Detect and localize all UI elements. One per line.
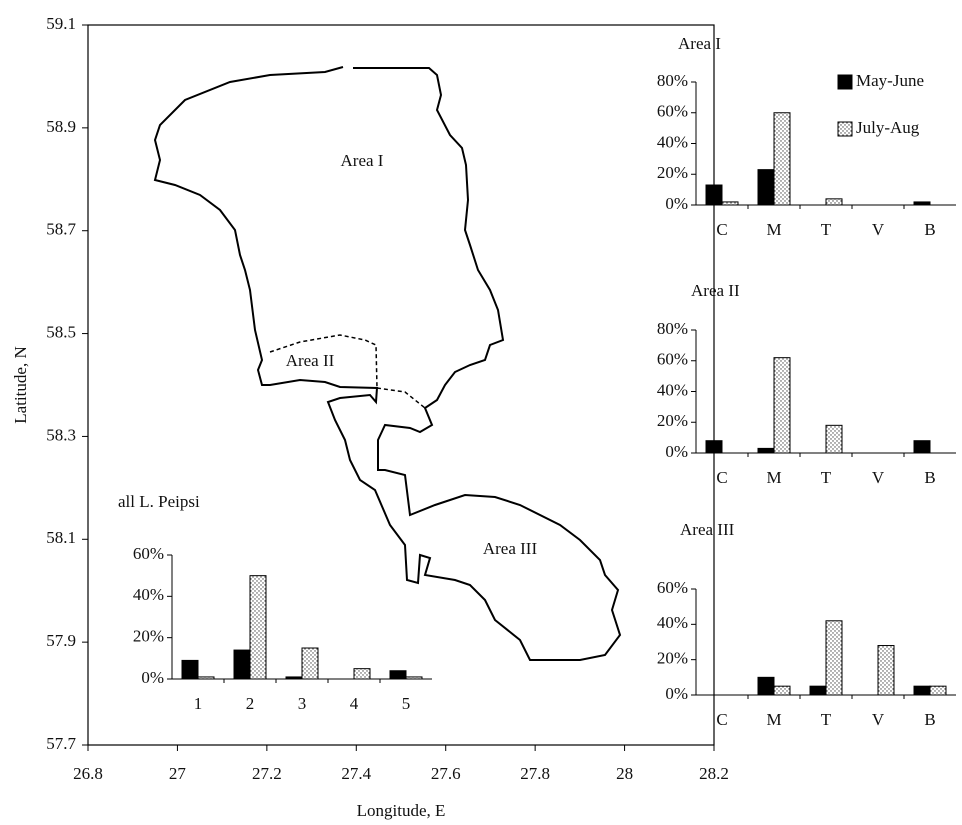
bar bbox=[301, 647, 319, 680]
x-tick-label: 27 bbox=[169, 764, 187, 783]
y-tick-label: 40% bbox=[657, 132, 688, 151]
y-tick-label: 0% bbox=[665, 442, 688, 461]
bar bbox=[285, 676, 303, 680]
map-frame bbox=[87, 24, 715, 746]
bar bbox=[825, 424, 843, 454]
bar bbox=[913, 201, 931, 206]
y-tick-label: 40% bbox=[657, 380, 688, 399]
bar bbox=[757, 676, 775, 696]
x-tick-label: T bbox=[821, 220, 832, 239]
bar bbox=[773, 112, 791, 206]
y-tick-label: 20% bbox=[133, 627, 164, 646]
bar bbox=[809, 685, 827, 696]
x-tick-label: B bbox=[924, 710, 935, 729]
x-tick-label: M bbox=[766, 710, 781, 729]
x-tick-label: T bbox=[821, 710, 832, 729]
y-tick-label: 60% bbox=[133, 544, 164, 563]
y-tick-label: 58.3 bbox=[46, 425, 76, 444]
bar bbox=[773, 357, 791, 454]
y-tick-label: 20% bbox=[657, 649, 688, 668]
bar bbox=[353, 668, 371, 680]
x-tick-label: 27.6 bbox=[431, 764, 461, 783]
bar bbox=[877, 645, 895, 696]
bar bbox=[389, 670, 407, 680]
y-tick-label: 58.9 bbox=[46, 117, 76, 136]
x-tick-label: V bbox=[872, 710, 885, 729]
chart-title: Area I bbox=[678, 34, 721, 53]
chart-title: all L. Peipsi bbox=[118, 492, 200, 511]
x-tick-label: V bbox=[872, 220, 885, 239]
x-tick-label: 27.4 bbox=[341, 764, 371, 783]
x-tick-label: 28.2 bbox=[699, 764, 729, 783]
lake-outline bbox=[153, 66, 622, 661]
bar bbox=[757, 447, 775, 454]
y-tick-label: 58.7 bbox=[46, 220, 76, 239]
x-tick-label: B bbox=[924, 220, 935, 239]
x-tick-label: C bbox=[716, 468, 727, 487]
x-tick-label: C bbox=[716, 710, 727, 729]
x-tick-label: 26.8 bbox=[73, 764, 103, 783]
x-tick-label: 2 bbox=[246, 694, 255, 713]
y-tick-label: 40% bbox=[657, 613, 688, 632]
bar bbox=[929, 685, 947, 696]
legend-swatch bbox=[837, 74, 853, 90]
bar bbox=[825, 198, 843, 206]
bar bbox=[249, 575, 267, 680]
bar bbox=[913, 685, 931, 696]
legend-label: July-Aug bbox=[856, 118, 920, 137]
y-tick-label: 0% bbox=[665, 684, 688, 703]
x-tick-label: M bbox=[766, 468, 781, 487]
y-tick-label: 60% bbox=[657, 102, 688, 121]
x-tick-label: 27.8 bbox=[520, 764, 550, 783]
y-tick-label: 80% bbox=[657, 71, 688, 90]
x-tick-label: 4 bbox=[350, 694, 359, 713]
x-tick-label: 3 bbox=[298, 694, 307, 713]
x-tick-label: V bbox=[872, 468, 885, 487]
bar bbox=[773, 685, 791, 696]
bar bbox=[181, 659, 199, 680]
legend-label: May-June bbox=[856, 71, 924, 90]
y-tick-label: 59.1 bbox=[46, 14, 76, 33]
y-tick-label: 60% bbox=[657, 350, 688, 369]
x-tick-label: 5 bbox=[402, 694, 411, 713]
legend-swatch bbox=[837, 121, 853, 137]
bar bbox=[721, 201, 739, 206]
bar bbox=[757, 169, 775, 206]
bar bbox=[825, 620, 843, 696]
y-tick-label: 57.9 bbox=[46, 631, 76, 650]
x-axis-label: Longitude, E bbox=[357, 801, 446, 820]
y-tick-label: 60% bbox=[657, 578, 688, 597]
y-tick-label: 20% bbox=[657, 163, 688, 182]
x-tick-label: 1 bbox=[194, 694, 203, 713]
area-label: Area I bbox=[341, 151, 384, 170]
y-tick-label: 40% bbox=[133, 585, 164, 604]
chart-title: Area III bbox=[680, 520, 735, 539]
chart-title: Area II bbox=[691, 281, 740, 300]
bar bbox=[197, 676, 215, 680]
bar bbox=[705, 440, 723, 454]
x-tick-label: 27.2 bbox=[252, 764, 282, 783]
y-tick-label: 57.7 bbox=[46, 734, 76, 753]
x-tick-label: T bbox=[821, 468, 832, 487]
y-tick-label: 80% bbox=[657, 319, 688, 338]
area-label: Area II bbox=[286, 351, 335, 370]
y-tick-label: 58.1 bbox=[46, 528, 76, 547]
x-tick-label: B bbox=[924, 468, 935, 487]
bar bbox=[705, 184, 723, 206]
y-tick-label: 58.5 bbox=[46, 322, 76, 341]
x-tick-label: C bbox=[716, 220, 727, 239]
y-tick-label: 20% bbox=[657, 411, 688, 430]
y-tick-label: 0% bbox=[141, 668, 164, 687]
bar bbox=[913, 440, 931, 454]
y-tick-label: 0% bbox=[665, 194, 688, 213]
x-tick-label: 28 bbox=[616, 764, 633, 783]
area-boundary bbox=[269, 334, 426, 409]
y-axis-label: Latitude, N bbox=[11, 346, 30, 423]
bar bbox=[405, 676, 423, 680]
x-tick-label: M bbox=[766, 220, 781, 239]
area-label: Area III bbox=[483, 539, 538, 558]
bar bbox=[233, 649, 251, 680]
